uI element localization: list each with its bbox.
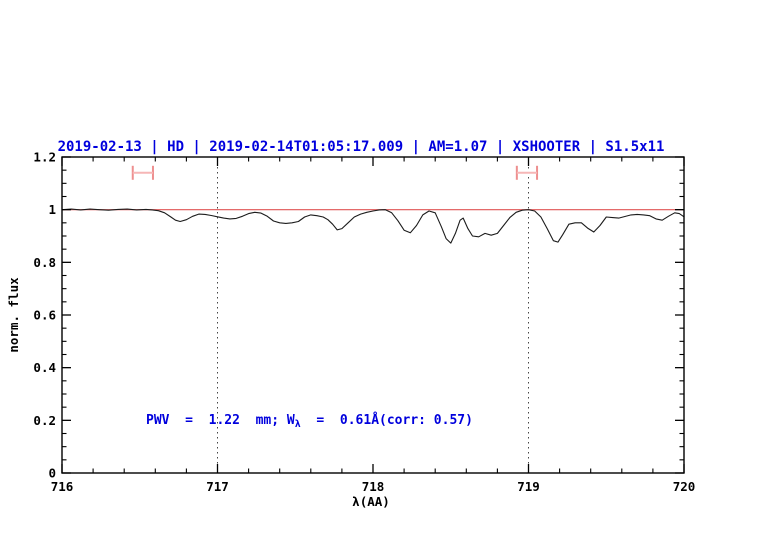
- x-axis-label: λ(AA): [352, 494, 390, 509]
- pwv-annotation: PWV = 1.22 mm; Wλ = 0.61Å(corr: 0.57): [146, 412, 473, 430]
- x-tick-label: 716: [51, 479, 74, 494]
- x-tick-label: 719: [517, 479, 540, 494]
- y-tick-label: 0.2: [33, 413, 56, 428]
- y-tick-label: 1: [48, 202, 56, 217]
- y-tick-label: 0.4: [33, 360, 56, 375]
- pwv-annotation-suffix: = 0.61Å(corr: 0.57): [301, 412, 473, 428]
- x-tick-label: 720: [673, 479, 696, 494]
- chart-generated-layer: 716 717 718 719 720 0 0.2 0.4 0.6 0.8 1 1.2: [33, 150, 695, 495]
- y-tick-label: 0.8: [33, 255, 56, 270]
- y-tick-label: 1.2: [33, 150, 56, 165]
- y-tick-label: 0.6: [33, 308, 56, 323]
- pwv-annotation-subscript: λ: [295, 419, 301, 430]
- pwv-annotation-prefix: PWV = 1.22 mm; W: [146, 413, 295, 428]
- x-tick-label: 718: [362, 479, 385, 494]
- spectrum-line: [61, 208, 685, 244]
- plot-frame: [61, 156, 685, 474]
- y-axis-label: norm. flux: [6, 277, 21, 353]
- plot-title: 2019-02-13 | HD | 2019-02-14T01:05:17.00…: [58, 139, 665, 155]
- y-tick-label: 0: [48, 466, 56, 481]
- x-tick-label: 717: [206, 479, 229, 494]
